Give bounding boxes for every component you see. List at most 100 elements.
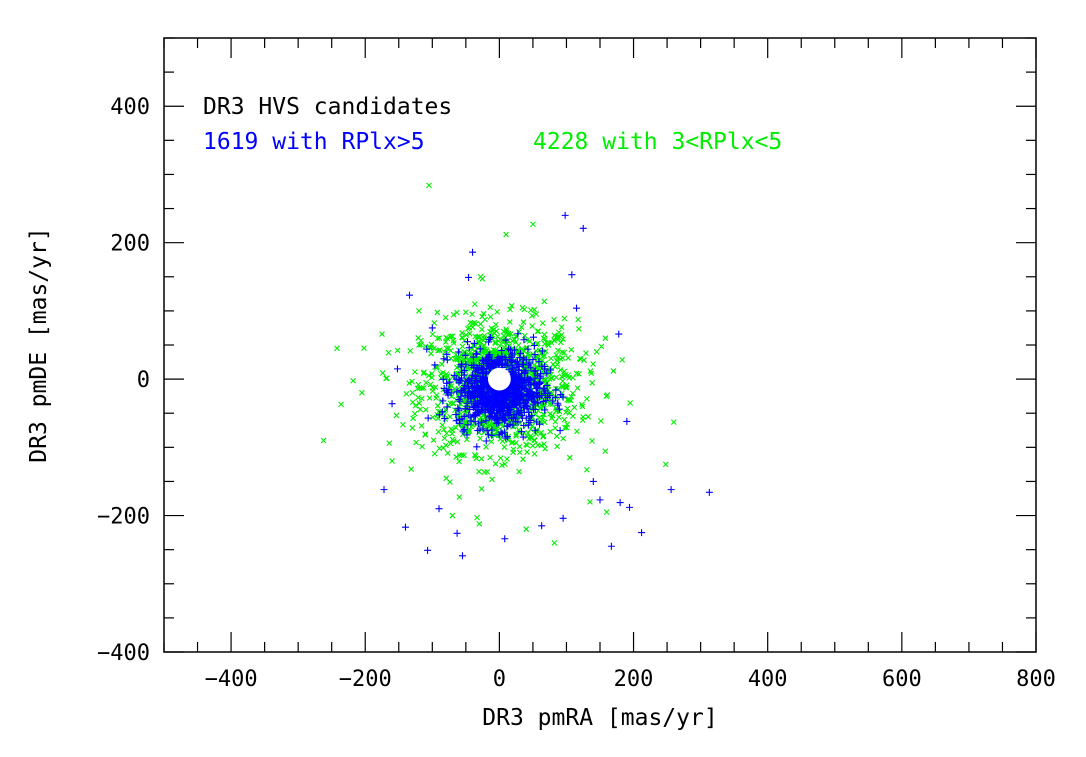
data-point-plus (480, 399, 488, 407)
data-point-cross (555, 386, 562, 392)
data-point-plus (509, 415, 517, 423)
data-point-cross (516, 449, 523, 456)
data-point-cross (418, 422, 425, 429)
data-point-plus (443, 389, 451, 397)
data-point-plus (533, 371, 541, 379)
data-point-cross (476, 468, 482, 475)
y-tick-label: 200 (110, 232, 150, 257)
data-point-plus (477, 407, 485, 415)
data-point-cross (454, 309, 460, 316)
data-point-cross (477, 321, 484, 327)
data-point-plus (424, 546, 432, 554)
data-point-cross (418, 395, 425, 402)
data-point-plus (497, 356, 505, 364)
data-point-plus (522, 356, 530, 364)
data-point-cross (552, 418, 559, 425)
data-point-plus (482, 417, 490, 425)
data-point-cross (524, 351, 531, 358)
data-point-cross (450, 400, 457, 407)
data-point-cross (598, 343, 605, 350)
center-hole (487, 367, 511, 391)
data-point-cross (415, 394, 421, 401)
data-point-plus (443, 403, 451, 411)
data-point-plus (474, 427, 482, 435)
data-point-cross (471, 301, 478, 307)
data-point-plus (464, 338, 472, 346)
data-point-cross (320, 437, 327, 444)
data-point-cross (555, 347, 561, 354)
data-point-cross (553, 374, 560, 381)
data-point-cross (408, 466, 415, 473)
data-point-cross (495, 338, 502, 344)
data-point-cross (459, 452, 465, 459)
data-point-cross (410, 415, 416, 422)
data-point-plus (524, 388, 532, 396)
data-point-cross (406, 380, 413, 386)
data-point-cross (461, 349, 468, 355)
data-point-cross (415, 335, 422, 341)
data-point-cross (476, 520, 483, 527)
data-point-cross (452, 376, 459, 383)
data-point-plus (533, 384, 541, 392)
data-point-cross (535, 328, 542, 335)
data-point-cross (428, 370, 435, 377)
data-point-cross (430, 437, 437, 444)
data-point-cross (423, 379, 429, 386)
data-point-cross (540, 432, 547, 439)
data-point-cross (403, 390, 410, 397)
data-point-cross (415, 381, 422, 388)
data-point-cross (416, 342, 423, 348)
data-point-plus (479, 365, 487, 373)
data-point-cross (541, 441, 547, 448)
data-point-plus (465, 273, 473, 281)
data-point-plus (523, 391, 531, 399)
data-point-cross (565, 355, 572, 361)
data-point-cross (448, 333, 454, 340)
data-point-plus (541, 406, 549, 414)
data-point-cross (529, 422, 536, 429)
data-point-cross (562, 424, 568, 431)
data-point-plus (480, 382, 488, 390)
data-point-plus (520, 384, 528, 392)
data-point-plus (464, 421, 472, 429)
data-point-cross (461, 452, 468, 459)
y-tick-label: 0 (137, 368, 150, 393)
data-point-cross (532, 411, 539, 418)
data-point-plus (440, 385, 448, 393)
data-point-cross (602, 335, 609, 342)
data-point-cross (575, 325, 582, 332)
data-point-plus (470, 393, 478, 401)
data-point-cross (433, 392, 440, 399)
data-point-cross (585, 413, 592, 420)
data-point-cross (511, 336, 518, 343)
data-point-plus (469, 248, 477, 256)
data-point-cross (556, 414, 562, 421)
data-point-cross (379, 331, 385, 337)
data-point-cross (506, 319, 513, 325)
data-point-plus (493, 414, 501, 422)
data-point-plus (509, 369, 517, 377)
data-point-plus (534, 392, 542, 400)
data-point-cross (560, 336, 566, 343)
data-point-cross (508, 302, 515, 309)
data-point-cross (481, 332, 488, 339)
data-point-cross (450, 311, 457, 318)
data-point-cross (575, 316, 581, 323)
data-point-cross (441, 426, 447, 433)
data-point-cross (541, 403, 547, 410)
data-point-cross (492, 321, 499, 328)
data-point-cross (593, 348, 600, 355)
data-point-cross (513, 431, 520, 438)
data-point-cross (465, 357, 472, 364)
data-point-plus (495, 403, 503, 411)
data-point-plus (596, 496, 604, 504)
data-point-cross (435, 428, 442, 435)
data-point-plus (458, 415, 466, 423)
data-point-cross (447, 347, 454, 354)
data-point-cross (416, 400, 423, 407)
data-point-cross (509, 439, 516, 446)
data-point-cross (422, 406, 429, 413)
data-point-plus (500, 404, 508, 412)
data-point-plus (473, 350, 481, 358)
